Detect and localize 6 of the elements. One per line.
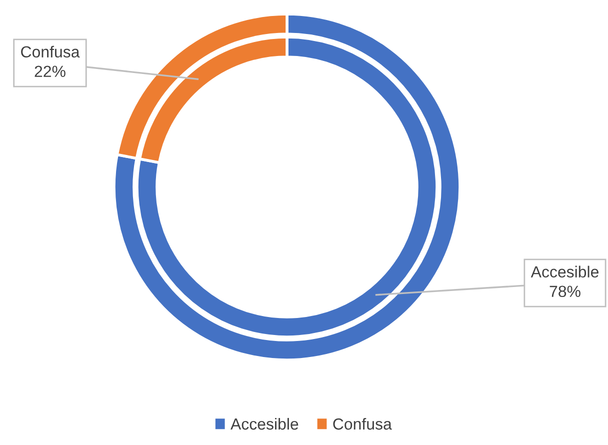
slice-label: Accesible: [530, 266, 598, 278]
legend-label: Confusa: [333, 418, 392, 430]
data-label: 78%: [550, 286, 580, 298]
legend-label: Accesible: [230, 418, 298, 430]
slice-label: Confusa: [21, 46, 80, 58]
data-label: 22%: [34, 66, 66, 77]
